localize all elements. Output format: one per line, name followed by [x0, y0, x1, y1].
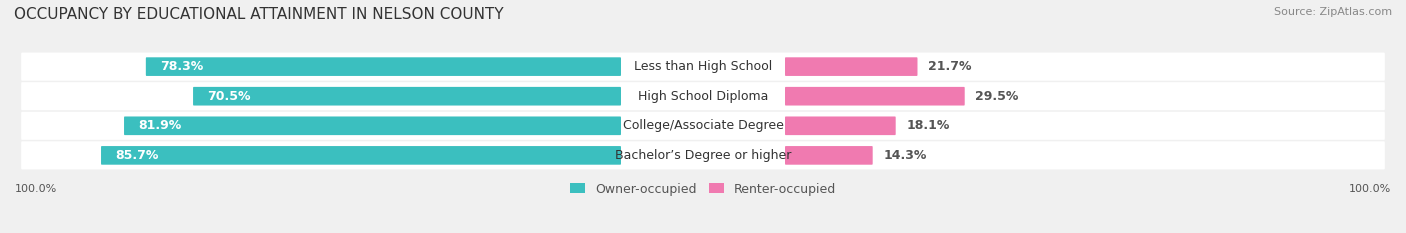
Text: 85.7%: 85.7%	[115, 149, 159, 162]
Text: 81.9%: 81.9%	[138, 119, 181, 132]
Text: High School Diploma: High School Diploma	[638, 90, 768, 103]
FancyBboxPatch shape	[785, 87, 965, 106]
FancyBboxPatch shape	[193, 87, 621, 106]
Text: 100.0%: 100.0%	[15, 184, 58, 194]
FancyBboxPatch shape	[101, 146, 621, 165]
FancyBboxPatch shape	[21, 112, 1385, 140]
FancyBboxPatch shape	[124, 116, 621, 135]
FancyBboxPatch shape	[21, 53, 1385, 81]
Text: 100.0%: 100.0%	[1348, 184, 1391, 194]
Text: 18.1%: 18.1%	[905, 119, 949, 132]
Text: 29.5%: 29.5%	[976, 90, 1018, 103]
Text: College/Associate Degree: College/Associate Degree	[623, 119, 783, 132]
Text: Source: ZipAtlas.com: Source: ZipAtlas.com	[1274, 7, 1392, 17]
Text: 70.5%: 70.5%	[207, 90, 250, 103]
FancyBboxPatch shape	[21, 82, 1385, 110]
FancyBboxPatch shape	[146, 57, 621, 76]
Legend: Owner-occupied, Renter-occupied: Owner-occupied, Renter-occupied	[569, 182, 837, 195]
Text: 78.3%: 78.3%	[160, 60, 204, 73]
FancyBboxPatch shape	[785, 116, 896, 135]
Text: 14.3%: 14.3%	[883, 149, 927, 162]
FancyBboxPatch shape	[785, 57, 918, 76]
Text: Less than High School: Less than High School	[634, 60, 772, 73]
Text: 21.7%: 21.7%	[928, 60, 972, 73]
Text: Bachelor’s Degree or higher: Bachelor’s Degree or higher	[614, 149, 792, 162]
FancyBboxPatch shape	[785, 146, 873, 165]
FancyBboxPatch shape	[21, 141, 1385, 169]
Text: OCCUPANCY BY EDUCATIONAL ATTAINMENT IN NELSON COUNTY: OCCUPANCY BY EDUCATIONAL ATTAINMENT IN N…	[14, 7, 503, 22]
